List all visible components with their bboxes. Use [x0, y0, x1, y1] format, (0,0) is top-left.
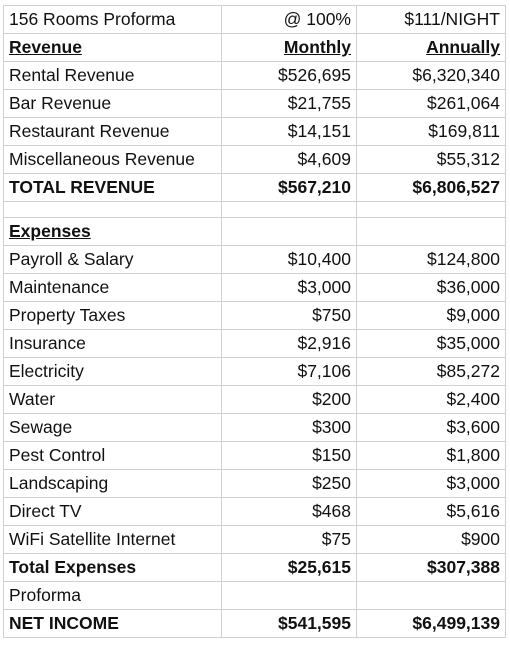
cell: $5,616: [356, 497, 506, 526]
cell: $14,151: [221, 117, 357, 146]
cell: $567,210: [221, 173, 357, 202]
cell: Sewage: [3, 413, 222, 442]
cell: Direct TV: [3, 497, 222, 526]
cell: [221, 201, 357, 218]
expense-row: Payroll & Salary $10,400 $124,800: [3, 245, 506, 274]
expense-row: WiFi Satellite Internet $75 $900: [3, 525, 506, 554]
cell: $750: [221, 301, 357, 330]
cell: Expenses: [3, 217, 222, 246]
cell: $2,400: [356, 385, 506, 414]
cell: [221, 217, 357, 246]
expense-row: Pest Control $150 $1,800: [3, 441, 506, 470]
cell: Insurance: [3, 329, 222, 358]
expense-row: Property Taxes $750 $9,000: [3, 301, 506, 330]
cell: [356, 581, 506, 610]
cell: [221, 581, 357, 610]
cell: Rental Revenue: [3, 61, 222, 90]
proforma-table: 156 Rooms Proforma @ 100% $111/NIGHT Revenu…: [3, 5, 506, 638]
cell: Total Expenses: [3, 553, 222, 582]
cell: $3,600: [356, 413, 506, 442]
cell: $36,000: [356, 273, 506, 302]
section-header-row: Revenue Monthly Annually: [3, 33, 506, 62]
expense-row: Landscaping $250 $3,000: [3, 469, 506, 498]
cell: Revenue: [3, 33, 222, 62]
cell: $3,000: [356, 469, 506, 498]
cell: $75: [221, 525, 357, 554]
net-income-row: NET INCOME $541,595 $6,499,139: [3, 609, 506, 638]
section-header-row: Expenses: [3, 217, 506, 246]
cell: [3, 201, 222, 218]
cell: $200: [221, 385, 357, 414]
cell: $9,000: [356, 301, 506, 330]
cell: Annually: [356, 33, 506, 62]
cell: @ 100%: [221, 5, 357, 34]
cell: $4,609: [221, 145, 357, 174]
cell: [356, 217, 506, 246]
cell: $169,811: [356, 117, 506, 146]
cell: Pest Control: [3, 441, 222, 470]
cell: Bar Revenue: [3, 89, 222, 118]
cell: $85,272: [356, 357, 506, 386]
cell: Miscellaneous Revenue: [3, 145, 222, 174]
expense-row: Water $200 $2,400: [3, 385, 506, 414]
revenue-row: Miscellaneous Revenue $4,609 $55,312: [3, 145, 506, 174]
expense-row: Sewage $300 $3,600: [3, 413, 506, 442]
cell: $25,615: [221, 553, 357, 582]
cell: $6,499,139: [356, 609, 506, 638]
cell: $250: [221, 469, 357, 498]
cell: $150: [221, 441, 357, 470]
revenue-row: Bar Revenue $21,755 $261,064: [3, 89, 506, 118]
cell: $300: [221, 413, 357, 442]
cell: Proforma: [3, 581, 222, 610]
cell: $6,806,527: [356, 173, 506, 202]
revenue-row: Restaurant Revenue $14,151 $169,811: [3, 117, 506, 146]
spacer-row: [3, 201, 506, 218]
header-row: 156 Rooms Proforma @ 100% $111/NIGHT: [3, 5, 506, 34]
cell: Payroll & Salary: [3, 245, 222, 274]
cell: Property Taxes: [3, 301, 222, 330]
cell: $900: [356, 525, 506, 554]
cell: NET INCOME: [3, 609, 222, 638]
cell: [356, 201, 506, 218]
cell: $526,695: [221, 61, 357, 90]
cell: TOTAL REVENUE: [3, 173, 222, 202]
total-row: Total Expenses $25,615 $307,388: [3, 553, 506, 582]
cell: Restaurant Revenue: [3, 117, 222, 146]
cell: Electricity: [3, 357, 222, 386]
expense-row: Maintenance $3,000 $36,000: [3, 273, 506, 302]
cell: $35,000: [356, 329, 506, 358]
cell: WiFi Satellite Internet: [3, 525, 222, 554]
cell: 156 Rooms Proforma: [3, 5, 222, 34]
cell: $468: [221, 497, 357, 526]
revenue-row: Rental Revenue $526,695 $6,320,340: [3, 61, 506, 90]
label-row: Proforma: [3, 581, 506, 610]
cell: $124,800: [356, 245, 506, 274]
cell: Maintenance: [3, 273, 222, 302]
expense-row: Insurance $2,916 $35,000: [3, 329, 506, 358]
cell: Monthly: [221, 33, 357, 62]
cell: $541,595: [221, 609, 357, 638]
cell: $21,755: [221, 89, 357, 118]
cell: $1,800: [356, 441, 506, 470]
cell: $7,106: [221, 357, 357, 386]
expense-row: Direct TV $468 $5,616: [3, 497, 506, 526]
cell: $55,312: [356, 145, 506, 174]
expense-row: Electricity $7,106 $85,272: [3, 357, 506, 386]
cell: Water: [3, 385, 222, 414]
cell: $111/NIGHT: [356, 5, 506, 34]
cell: $261,064: [356, 89, 506, 118]
cell: $10,400: [221, 245, 357, 274]
total-row: TOTAL REVENUE $567,210 $6,806,527: [3, 173, 506, 202]
cell: Landscaping: [3, 469, 222, 498]
cell: $2,916: [221, 329, 357, 358]
cell: $3,000: [221, 273, 357, 302]
cell: $6,320,340: [356, 61, 506, 90]
cell: $307,388: [356, 553, 506, 582]
table-body: 156 Rooms Proforma @ 100% $111/NIGHT Revenu…: [3, 5, 506, 638]
